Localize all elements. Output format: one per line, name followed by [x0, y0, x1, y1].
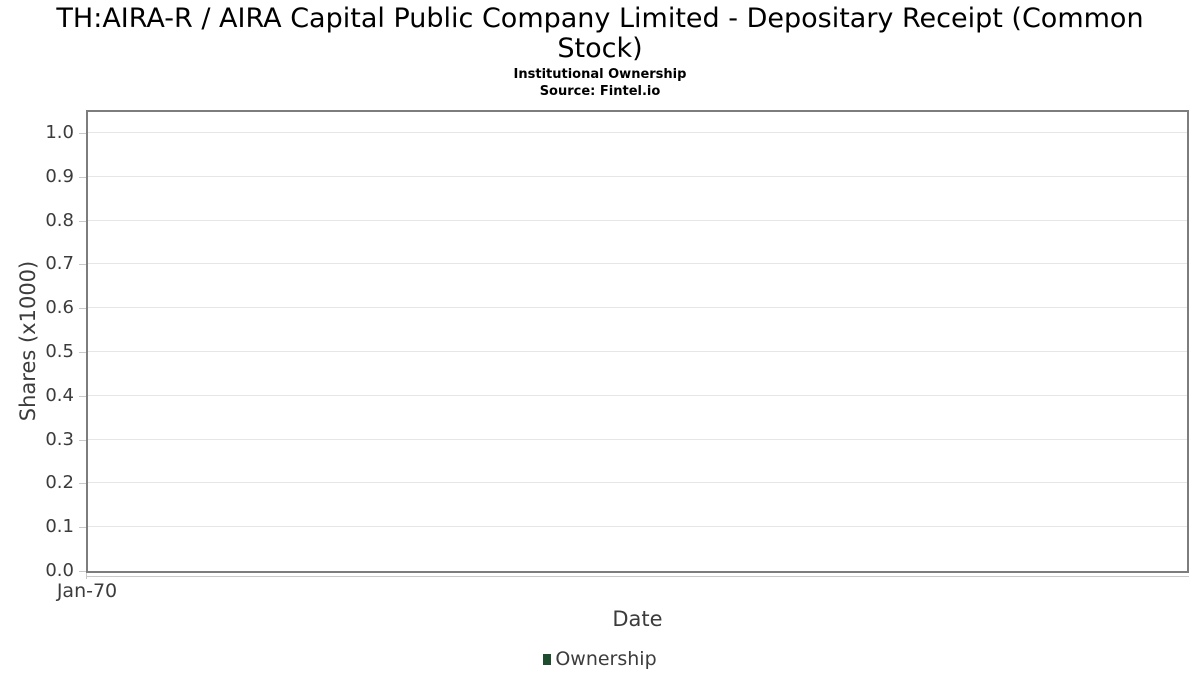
y-tick-mark — [79, 264, 86, 265]
gridline — [88, 263, 1187, 264]
y-tick-mark — [79, 221, 86, 222]
chart-title: TH:AIRA-R / AIRA Capital Public Company … — [0, 4, 1200, 64]
legend-item-ownership[interactable]: Ownership — [543, 648, 657, 670]
y-tick-label: 0.6 — [45, 297, 74, 318]
gridline — [88, 132, 1187, 133]
gridline — [88, 526, 1187, 527]
gridline — [88, 220, 1187, 221]
gridline — [88, 439, 1187, 440]
y-tick-mark — [79, 483, 86, 484]
legend: Ownership — [0, 646, 1200, 672]
y-tick-mark — [79, 440, 86, 441]
y-tick-label: 0.9 — [45, 166, 74, 187]
plot-area — [86, 110, 1189, 573]
y-tick-mark — [79, 177, 86, 178]
y-tick-label: 1.0 — [45, 122, 74, 143]
gridline — [88, 176, 1187, 177]
y-tick-label: 0.1 — [45, 516, 74, 537]
y-tick-mark — [79, 352, 86, 353]
gridline — [88, 395, 1187, 396]
chart-title-line2: Stock) — [557, 33, 643, 64]
y-tick-mark — [79, 308, 86, 309]
legend-label-ownership: Ownership — [555, 648, 657, 670]
gridline — [88, 307, 1187, 308]
y-tick-mark — [79, 571, 86, 572]
y-tick-label: 0.3 — [45, 429, 74, 450]
gridline — [88, 482, 1187, 483]
y-tick-mark — [79, 133, 86, 134]
legend-marker-ownership — [543, 653, 552, 665]
y-tick-label: 0.7 — [45, 253, 74, 274]
chart-source-label: Source: Fintel.io — [539, 84, 661, 99]
y-tick-label: 0.8 — [45, 210, 74, 231]
x-tick-label: Jan-70 — [56, 580, 118, 602]
x-axis-title: Date — [612, 607, 663, 631]
chart-title-line1: TH:AIRA-R / AIRA Capital Public Company … — [56, 3, 1144, 34]
y-tick-label: 0.5 — [45, 341, 74, 362]
gridline — [88, 351, 1187, 352]
chart-subtitle: Institutional Ownership — [513, 67, 687, 82]
y-tick-label: 0.2 — [45, 472, 74, 493]
y-tick-label: 0.0 — [45, 560, 74, 581]
y-tick-mark — [79, 396, 86, 397]
x-axis-line — [86, 576, 1189, 577]
y-tick-mark — [79, 527, 86, 528]
x-tick-mark — [86, 573, 87, 579]
y-tick-label: 0.4 — [45, 385, 74, 406]
